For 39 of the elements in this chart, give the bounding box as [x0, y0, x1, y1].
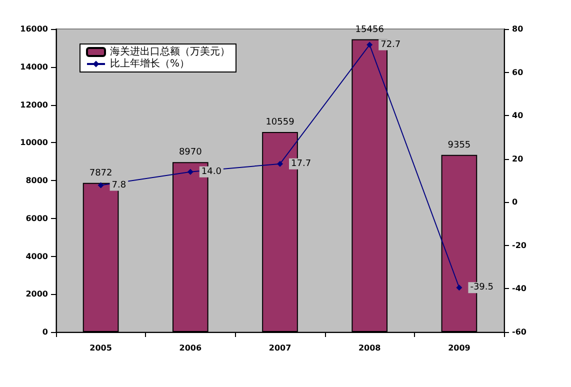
- y-tick-label: 8000: [26, 176, 48, 185]
- x-tick-label: 2007: [268, 344, 292, 352]
- y-tick-label: 6000: [26, 214, 48, 223]
- y2-tick-label: 60: [512, 68, 524, 77]
- x-tick-label: 2008: [358, 344, 382, 352]
- y2-tick-label: 0: [512, 198, 518, 207]
- data-label: 7.8: [112, 180, 126, 190]
- y2-tick-label: -40: [512, 284, 527, 294]
- point: [187, 168, 194, 175]
- data-label: 17.7: [291, 158, 312, 169]
- data-label: 8970: [178, 148, 202, 158]
- y2-tick-label: 80: [512, 24, 524, 34]
- x-tick-label: 2009: [448, 344, 471, 352]
- data-label: 72.7: [380, 40, 401, 50]
- data-label: 9355: [448, 140, 471, 150]
- y-tick-label: 12000: [20, 100, 48, 110]
- y2-tick-label: 40: [512, 111, 524, 120]
- y-tick-label: 2000: [26, 290, 48, 299]
- point: [277, 160, 283, 167]
- y-tick-label: 10000: [20, 138, 48, 148]
- point: [456, 284, 462, 291]
- data-label: 7872: [89, 168, 112, 178]
- y-tick-label: 14000: [20, 62, 48, 72]
- y-tick-label: 0: [42, 328, 48, 336]
- point: [366, 42, 373, 48]
- data-label: 14.0: [201, 166, 222, 177]
- y2-tick-label: -20: [512, 240, 527, 250]
- legend-label: 比上年增长（%）: [110, 58, 190, 70]
- y2-tick-label: 20: [512, 154, 524, 164]
- x-tick-label: 2005: [90, 344, 112, 352]
- data-label: 10559: [266, 118, 295, 128]
- x-tick-label: 2006: [179, 344, 202, 352]
- y-tick-label: 16000: [20, 24, 48, 34]
- point: [98, 182, 104, 188]
- legend-label: 海关进出口总额（万美元）: [110, 46, 230, 58]
- y-tick-label: 4000: [26, 252, 48, 261]
- data-label: 15456: [355, 24, 384, 35]
- y2-tick-label: -60: [512, 328, 527, 336]
- data-label: -39.5: [470, 282, 494, 293]
